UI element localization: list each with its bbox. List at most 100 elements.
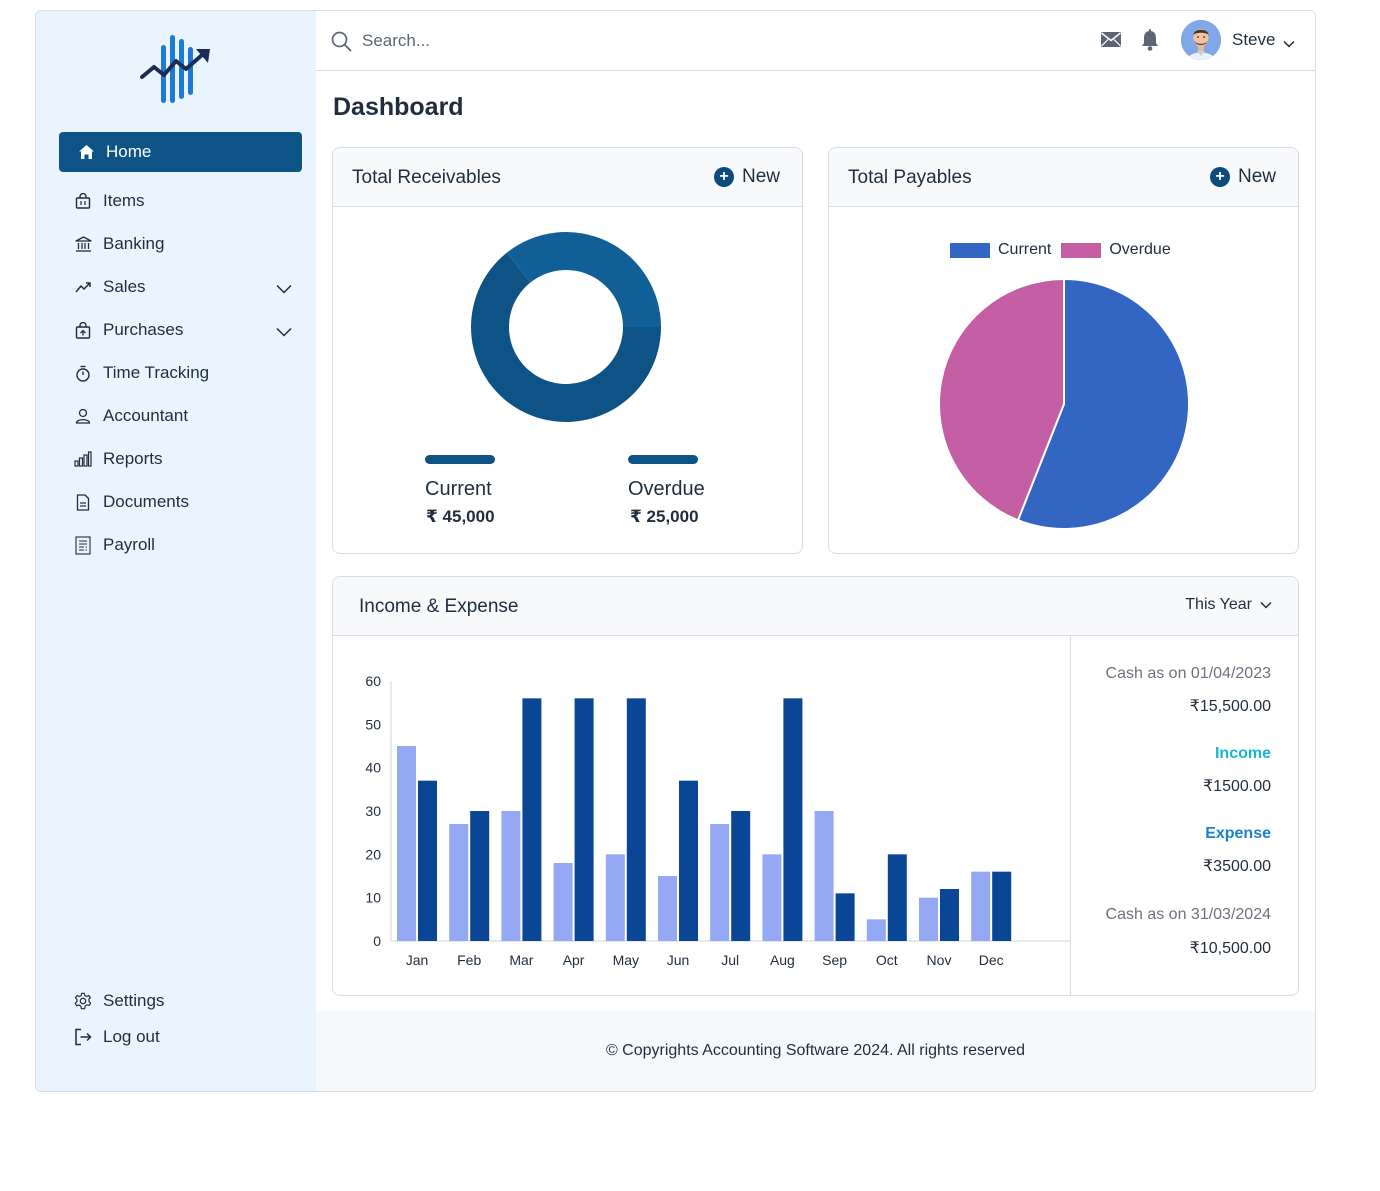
pie-slice-overdue — [938, 277, 1065, 522]
x-tick-label: Oct — [876, 952, 898, 968]
x-tick-label: Jan — [406, 952, 429, 968]
bar-jun-1 — [658, 876, 677, 941]
legend-label-overdue: Overdue — [1109, 241, 1171, 258]
bar-oct-1 — [866, 919, 886, 941]
payables-legend: Current Overdue — [950, 241, 1171, 259]
bar-aug-2 — [783, 698, 803, 941]
x-tick-label: Apr — [563, 952, 585, 968]
card-title: Total Payables — [848, 167, 972, 188]
search-input[interactable] — [362, 25, 722, 57]
overdue-legend-bar — [628, 455, 698, 464]
sidebar-item-items[interactable]: Items — [59, 181, 302, 221]
avatar[interactable] — [1181, 20, 1221, 60]
sidebar-item-label: Items — [103, 191, 145, 210]
bar-nov-1 — [919, 897, 938, 941]
x-tick-label: Jun — [667, 952, 690, 968]
sidebar-item-settings[interactable]: Settings — [59, 983, 302, 1019]
sidebar-item-payroll[interactable]: Payroll — [59, 525, 302, 565]
sidebar-item-sales[interactable]: Sales — [59, 267, 302, 307]
sidebar-item-logout[interactable]: Log out — [59, 1019, 302, 1055]
current-label: Current — [425, 478, 492, 500]
cash-summary: Cash as on 01/04/2023 ₹15,500.00 Income … — [1070, 636, 1298, 995]
purchase-bag-icon — [74, 321, 92, 339]
donut-slice-current — [471, 252, 661, 422]
bar-apr-2 — [574, 698, 594, 941]
home-icon — [77, 143, 95, 161]
period-select-value: This Year — [1185, 596, 1252, 613]
bell-icon[interactable] — [1140, 29, 1160, 56]
bar-oct-2 — [887, 854, 907, 941]
sidebar-item-time-tracking[interactable]: Time Tracking — [59, 353, 302, 393]
income-value: ₹1500.00 — [1202, 778, 1271, 795]
receivables-donut-chart — [471, 232, 661, 422]
payroll-icon — [74, 535, 92, 555]
y-tick-label: 60 — [365, 673, 381, 689]
legend-swatch-current — [950, 242, 990, 258]
pie-slice-current — [1016, 277, 1190, 530]
sidebar-item-banking[interactable]: Banking — [59, 224, 302, 264]
bar-feb-1 — [449, 824, 469, 941]
plus-icon: + — [713, 167, 734, 187]
user-name[interactable]: Steve — [1232, 30, 1276, 49]
legend-swatch-overdue — [1061, 242, 1102, 258]
expense-value: ₹3500.00 — [1202, 858, 1271, 875]
x-tick-label: Sep — [822, 952, 847, 968]
sidebar-item-home[interactable]: Home — [59, 132, 302, 172]
bar-may-2 — [626, 698, 646, 941]
app-window: Home Items Banking Sales — [35, 10, 1316, 1092]
current-amount: ₹ 45,000 — [426, 507, 495, 526]
bar-jul-1 — [710, 824, 730, 941]
expense-label: Expense — [1205, 825, 1271, 842]
chevron-down-icon[interactable] — [276, 279, 292, 299]
bar-aug-1 — [762, 854, 782, 941]
cash-end-value: ₹10,500.00 — [1189, 940, 1271, 957]
sidebar-item-label: Accountant — [103, 406, 189, 425]
chevron-down-icon[interactable] — [276, 322, 292, 342]
legend-label-current: Current — [998, 241, 1052, 258]
bar-chart-icon — [74, 450, 92, 468]
sidebar-item-label: Home — [106, 142, 152, 161]
top-bar: Steve — [316, 11, 1315, 71]
card-title: Income & Expense — [359, 596, 519, 617]
sidebar-item-purchases[interactable]: Purchases — [59, 310, 302, 350]
cash-start-label: Cash as on 01/04/2023 — [1105, 665, 1271, 682]
card-header: Total Payables + New — [829, 148, 1298, 207]
sidebar-item-reports[interactable]: Reports — [59, 439, 302, 479]
new-receivable-button[interactable]: + New — [713, 166, 780, 188]
footer-text: © Copyrights Accounting Software 2024. A… — [605, 1042, 1026, 1059]
y-tick-label: 30 — [365, 803, 381, 819]
x-tick-label: Nov — [927, 952, 952, 968]
bar-mar-2 — [522, 698, 542, 941]
sidebar-item-label: Banking — [103, 234, 165, 253]
chevron-down-icon[interactable] — [1283, 35, 1295, 53]
logout-icon — [74, 1028, 92, 1046]
income-expense-bar-chart: 0 10 20 30 40 50 60 Jan Feb Mar Apr May Jun Jul Aug Sep… — [365, 673, 1070, 968]
new-payable-button[interactable]: + New — [1209, 166, 1276, 188]
search-icon[interactable] — [331, 31, 352, 57]
sidebar-item-label: Reports — [103, 449, 163, 468]
bar-jan-1 — [397, 746, 416, 941]
sidebar-item-label: Time Tracking — [103, 363, 210, 382]
sidebar-item-accountant[interactable]: Accountant — [59, 396, 302, 436]
document-icon — [74, 493, 92, 511]
sidebar: Home Items Banking Sales — [36, 11, 316, 1091]
overdue-amount: ₹ 25,000 — [630, 507, 699, 526]
card-title: Total Receivables — [352, 167, 501, 188]
chevron-down-icon — [1260, 601, 1272, 609]
sidebar-item-documents[interactable]: Documents — [59, 482, 302, 522]
y-tick-label: 40 — [365, 760, 381, 776]
y-tick-label: 20 — [365, 846, 381, 862]
card-header: Total Receivables + New — [333, 148, 802, 207]
bar-jul-2 — [731, 811, 751, 941]
cash-start-value: ₹15,500.00 — [1189, 698, 1271, 715]
sidebar-item-label: Purchases — [103, 320, 184, 339]
period-select[interactable]: This Year — [1185, 596, 1272, 614]
card-header: Income & Expense This Year — [333, 577, 1298, 636]
mail-icon[interactable] — [1100, 31, 1122, 53]
y-tick-label: 0 — [373, 933, 381, 949]
x-tick-label: Mar — [509, 952, 533, 968]
chart-logo[interactable] — [140, 33, 214, 107]
bar-dec-1 — [971, 871, 991, 941]
receivables-card: Total Receivables + New Current ₹ 45,000… — [332, 147, 803, 554]
shopping-bag-icon — [74, 192, 92, 210]
